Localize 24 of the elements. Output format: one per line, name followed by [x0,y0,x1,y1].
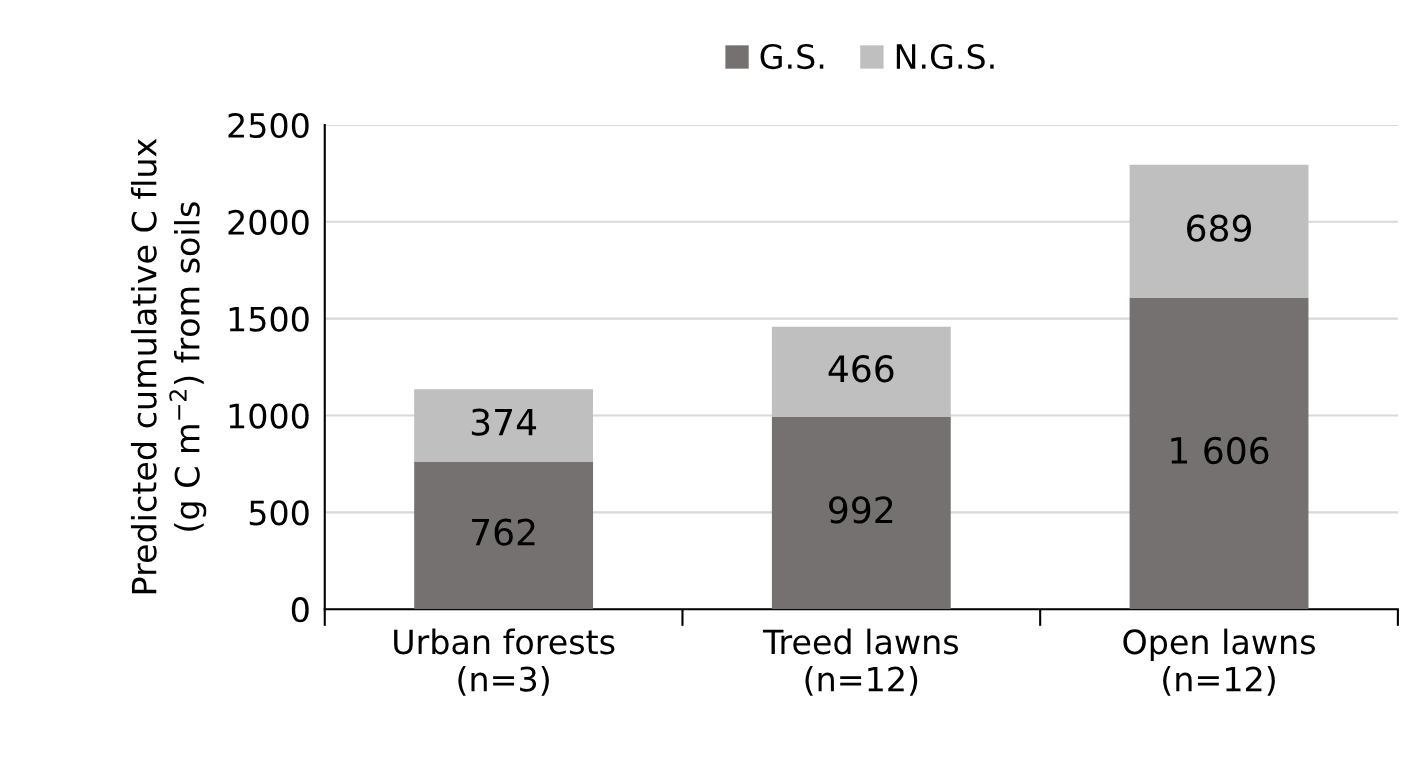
y-tick-label: 0 [291,597,309,623]
bar [771,326,951,418]
y-tick-label: 1500 [229,306,309,332]
bar [771,417,951,610]
x-tick-label: Treed lawns (n=12) [762,628,958,696]
data-label: 1 606 [1171,436,1269,465]
x-tick-label: Urban forests (n=3) [394,628,615,696]
y-tick-label: 500 [249,500,309,526]
data-label: 762 [472,518,535,546]
legend-label: N.G.S. [896,43,994,70]
data-label: 992 [829,496,893,524]
data-label: 689 [1187,214,1251,242]
data-label: 374 [471,408,537,436]
x-tick-label: Open lawns (n=12) [1123,628,1315,696]
y-tick-label: 2500 [228,112,309,139]
bar [1129,164,1309,299]
legend-label: G.S. [760,43,824,70]
bar [414,389,594,462]
y-axis-title: Predicted cumulative C flux (g C m$^{−2}$) from soils [130,138,207,594]
bar [414,461,594,610]
bar [1129,298,1309,610]
y-tick-label: 1000 [229,403,309,429]
y-tick-label: 2000 [228,209,309,235]
data-label: 466 [828,355,894,383]
